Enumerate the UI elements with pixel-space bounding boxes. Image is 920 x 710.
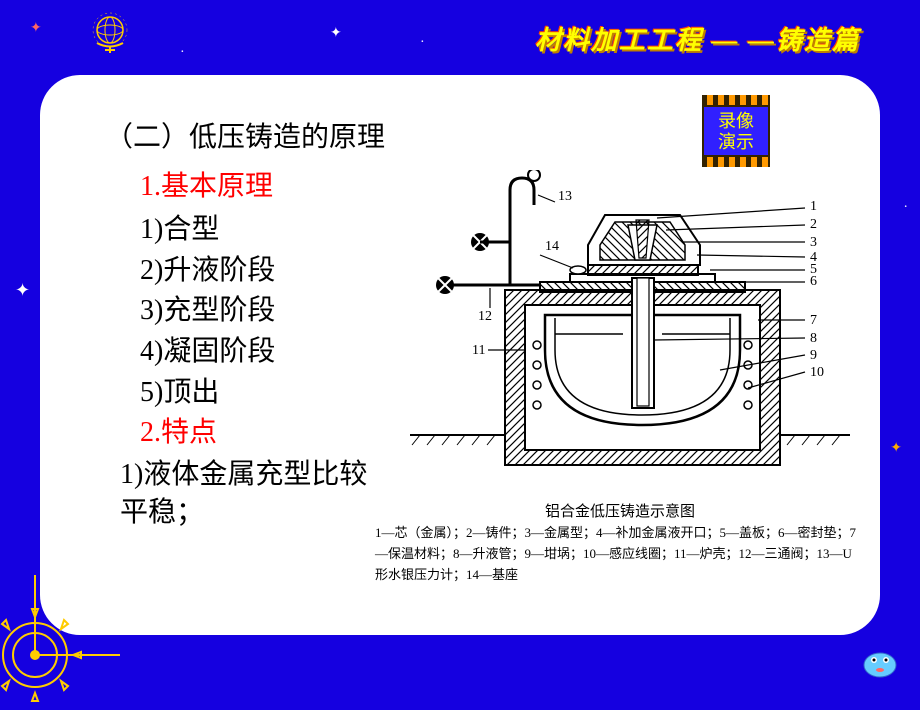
star-decoration-icon: ✦ bbox=[890, 440, 902, 457]
course-title: 材料加工工程 — —铸造篇 bbox=[535, 20, 860, 57]
diagram-label: 3 bbox=[810, 235, 817, 250]
sub2-text: 特点 bbox=[161, 417, 217, 448]
diagram-label: 1 bbox=[810, 199, 817, 214]
subsection-1: 1.基本原理 bbox=[140, 167, 425, 206]
star-decoration-icon: · bbox=[180, 45, 185, 61]
casting-diagram: 1 2 3 4 5 6 7 8 9 10 11 12 13 14 bbox=[410, 170, 850, 490]
diagram-label: 13 bbox=[558, 189, 572, 204]
step-item: 2)升液阶段 bbox=[140, 251, 425, 292]
sub1-number: 1. bbox=[140, 171, 161, 202]
star-decoration-icon: ✦ bbox=[30, 20, 42, 37]
video-demo-button[interactable]: 录像 演示 bbox=[702, 105, 770, 157]
diagram-label: 6 bbox=[810, 274, 817, 289]
sub1-text: 基本原理 bbox=[161, 171, 273, 202]
subsection-2: 2.特点 bbox=[140, 413, 425, 452]
diagram-label: 12 bbox=[478, 309, 492, 324]
star-decoration-icon: · bbox=[903, 200, 908, 216]
feature-text: 1)液体金属充型比较平稳； bbox=[120, 456, 380, 532]
slide-header: 材料加工工程 — —铸造篇 ✦ · ✦ · bbox=[0, 0, 920, 70]
step-item: 5)顶出 bbox=[140, 373, 425, 414]
diagram-label: 10 bbox=[810, 365, 824, 380]
video-badge-line1: 录像 bbox=[704, 111, 768, 132]
gear-decoration-icon bbox=[0, 565, 125, 705]
star-decoration-icon: ✦ bbox=[15, 280, 30, 301]
video-badge-line2: 演示 bbox=[704, 132, 768, 153]
section-title: （二）低压铸造的原理 bbox=[105, 115, 425, 155]
diagram-legend: 1—芯（金属）；2—铸件；3—金属型；4—补加金属液开口；5—盖板；6—密封垫；… bbox=[375, 523, 860, 585]
step-item: 3)充型阶段 bbox=[140, 291, 425, 332]
content-panel: 录像 演示 （二）低压铸造的原理 1.基本原理 1)合型 2)升液阶段 3)充型… bbox=[40, 75, 880, 635]
text-column: （二）低压铸造的原理 1.基本原理 1)合型 2)升液阶段 3)充型阶段 4)凝… bbox=[85, 115, 425, 532]
globe-logo-icon bbox=[85, 8, 135, 58]
sub2-number: 2. bbox=[140, 417, 161, 448]
diagram-label: 14 bbox=[545, 239, 559, 254]
star-decoration-icon: ✦ bbox=[330, 25, 342, 42]
step-item: 1)合型 bbox=[140, 210, 425, 251]
mascot-icon bbox=[855, 640, 905, 680]
diagram-label: 8 bbox=[810, 331, 817, 346]
diagram-label: 11 bbox=[472, 343, 485, 358]
star-decoration-icon: · bbox=[420, 35, 425, 51]
diagram-label: 7 bbox=[810, 313, 817, 328]
diagram-label: 9 bbox=[810, 348, 817, 363]
diagram-label: 2 bbox=[810, 217, 817, 232]
step-item: 4)凝固阶段 bbox=[140, 332, 425, 373]
diagram-caption: 铝合金低压铸造示意图 bbox=[390, 500, 850, 521]
